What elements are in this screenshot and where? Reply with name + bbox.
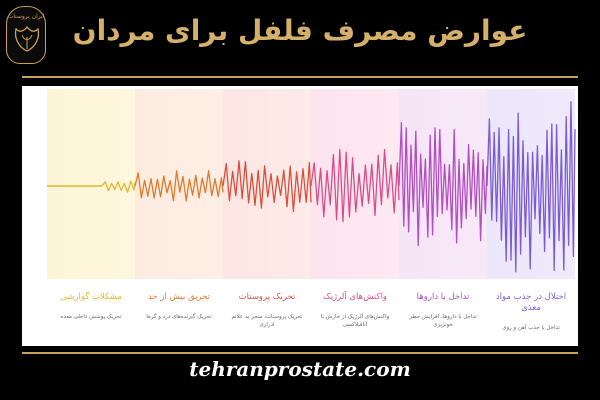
section-label: واکنش‌های آلرژیک واکنش‌های آلرژیک از خارش… — [311, 292, 399, 346]
section-band — [47, 89, 135, 279]
section-description: تداخل با داروها، افزایش خطر خونریزی — [409, 314, 477, 328]
page-title: عوارض مصرف فلفل برای مردان — [72, 14, 528, 47]
section-title: مشکلات گوارشی — [60, 292, 122, 302]
section-label: اختلال در جذب مواد مغذی تداخل با جذب آهن … — [487, 292, 575, 346]
section-description: تحریک گیرنده‌های درد و گرما — [146, 314, 212, 320]
waveform-segment — [222, 160, 312, 213]
section-description: واکنش‌های آلرژیک از خارش تا آنافیلاکسی — [320, 314, 390, 328]
waveform-segment — [134, 170, 224, 202]
waveform-graphic — [47, 100, 576, 273]
website-url: tehranprostate.com — [189, 357, 411, 381]
waveform-segment — [486, 100, 576, 273]
top-divider — [22, 76, 578, 78]
section-label: تحریق بیش از حد تحریک گیرنده‌های درد و گر… — [135, 292, 223, 346]
waveform-segment — [101, 180, 136, 193]
bottom-divider — [22, 352, 578, 354]
chart-card: مشکلات گوارشی تحریک پوشش داخلی معده تحریق … — [22, 86, 578, 346]
section-description: تداخل با جذب آهن و روی — [502, 325, 560, 331]
prostate-emblem-icon — [14, 25, 40, 52]
section-description: تحریک پوشش داخلی معده — [60, 314, 122, 320]
waveform-segment — [310, 148, 400, 223]
section-title: تحریک پروستات — [238, 292, 296, 302]
section-label: تحریک پروستات تحریک پروستات، منجر به علائ… — [223, 292, 311, 346]
waveform-segment — [398, 121, 488, 246]
section-labels: مشکلات گوارشی تحریک پوشش داخلی معده تحریق … — [47, 292, 575, 346]
section-label: تداخل با داروها تداخل با داروها، افزایش خ… — [399, 292, 487, 346]
section-label: مشکلات گوارشی تحریک پوشش داخلی معده — [47, 292, 135, 346]
section-title: تحریق بیش از حد — [147, 292, 211, 302]
section-title: تداخل با داروها — [416, 292, 470, 302]
section-title: واکنش‌های آلرژیک — [322, 292, 388, 302]
brand-logo: ایران پروستات — [6, 6, 46, 64]
section-title: اختلال در جذب مواد مغذی — [495, 292, 567, 313]
section-description: تحریک پروستات، منجر به علائم ادراری — [231, 314, 303, 328]
logo-text: ایران پروستات — [7, 13, 45, 20]
